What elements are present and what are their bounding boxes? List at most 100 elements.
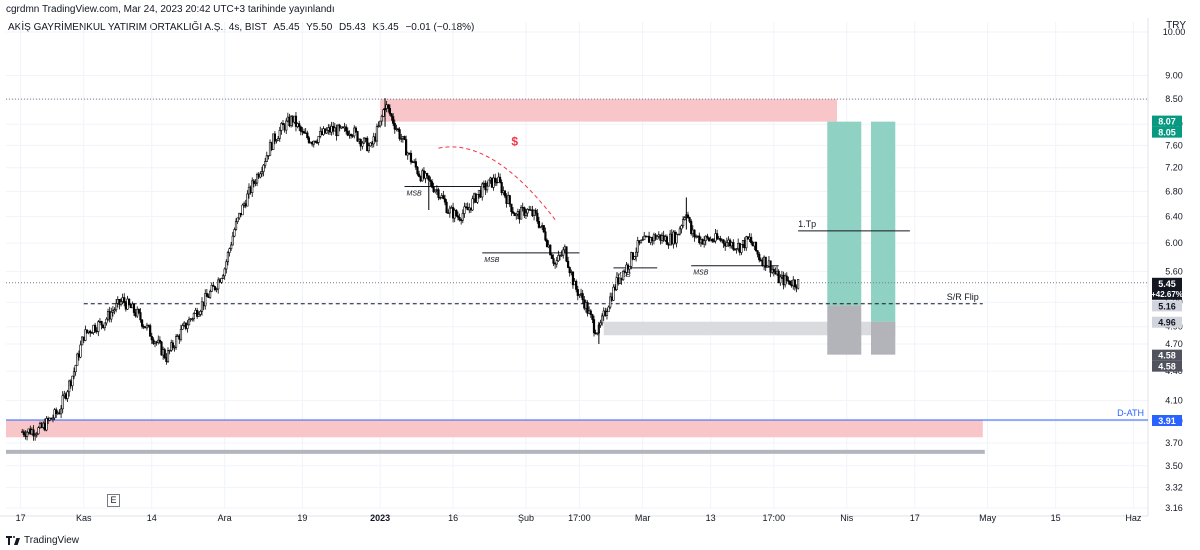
candle: [186, 320, 189, 333]
price-tick-label: 8.50: [1165, 94, 1183, 104]
time-tick-label: 15: [1051, 513, 1061, 523]
candle-body: [25, 431, 29, 437]
candle: [683, 216, 686, 221]
candle: [217, 277, 220, 294]
time-tick-label: Şub: [518, 513, 534, 523]
candle: [498, 173, 502, 184]
candle: [605, 308, 609, 320]
candle-body: [686, 214, 690, 218]
candle-body: [225, 261, 228, 270]
candle-body: [487, 179, 490, 187]
price-tick-label: 10.00: [1163, 27, 1186, 37]
candle-body: [758, 253, 761, 261]
candle-body: [398, 129, 401, 140]
candle: [722, 239, 725, 248]
candle-body: [278, 130, 281, 139]
earnings-marker[interactable]: E: [107, 494, 120, 507]
candles: [21, 100, 800, 441]
candle-body: [735, 248, 738, 250]
candle: [361, 141, 364, 150]
candle-body: [639, 240, 643, 244]
candle: [132, 303, 136, 316]
candle: [254, 179, 257, 187]
candle: [140, 319, 144, 329]
price-tick-label: 6.80: [1165, 186, 1183, 196]
candle: [589, 309, 592, 318]
candle-body: [396, 128, 400, 130]
candle-body: [90, 332, 93, 334]
candle-body: [35, 433, 38, 436]
candle: [215, 287, 218, 293]
candle: [45, 416, 48, 432]
candle: [609, 292, 612, 310]
candle-body: [612, 286, 615, 301]
candle: [163, 347, 166, 360]
candle-body: [716, 233, 719, 239]
candle: [393, 119, 396, 134]
currency-label[interactable]: TRY: [1166, 20, 1186, 31]
candle-body: [100, 320, 103, 326]
candle-body: [534, 210, 537, 214]
time-tick-label: May: [979, 513, 997, 523]
candle-body: [797, 279, 800, 289]
candle-body: [605, 311, 609, 316]
candle: [225, 259, 228, 274]
candle: [712, 238, 715, 243]
candle-body: [230, 244, 233, 250]
candle: [578, 294, 581, 298]
candle: [639, 239, 643, 244]
long-position-2: [871, 121, 896, 355]
price-label-box: [1152, 349, 1182, 361]
candle: [205, 288, 208, 297]
candle: [158, 336, 161, 344]
candle: [515, 212, 518, 220]
candle-body: [241, 204, 244, 216]
candle: [754, 241, 758, 252]
price-tick-label: 5.60: [1165, 267, 1183, 277]
candle-body: [204, 293, 207, 307]
candle-body: [427, 175, 430, 181]
candle-body: [298, 123, 301, 128]
candle: [725, 237, 728, 247]
candle: [390, 113, 393, 121]
candle-body: [213, 286, 217, 291]
candle-body: [445, 201, 448, 214]
candle-body: [113, 309, 116, 312]
candle: [345, 124, 348, 135]
candle: [779, 274, 782, 286]
candle-body: [61, 395, 64, 410]
candle-body: [307, 137, 311, 143]
candle-body: [251, 180, 254, 194]
candle-body: [280, 123, 283, 131]
candle: [439, 196, 442, 200]
candle: [471, 195, 474, 211]
candle-body: [589, 310, 592, 315]
candle-body: [179, 328, 183, 340]
candle-body: [403, 136, 406, 140]
candle: [539, 226, 542, 229]
candle-body: [635, 251, 638, 258]
candle: [113, 307, 116, 315]
candle-body: [66, 391, 69, 399]
candle-body: [105, 318, 108, 324]
symbol-name[interactable]: AKİŞ GAYRİMENKUL YATIRIM ORTAKLIĞI A.Ş.,…: [8, 22, 268, 33]
candle-body: [772, 269, 775, 272]
price-label-box: [1152, 277, 1182, 300]
candle-body: [387, 104, 390, 109]
candle: [688, 216, 691, 224]
candle-body: [236, 217, 239, 222]
candle: [571, 271, 575, 289]
candle-body: [273, 133, 276, 142]
candle: [641, 236, 644, 241]
candle-body: [37, 427, 40, 435]
candle-body: [299, 126, 302, 132]
price-tick-label: 6.40: [1165, 211, 1183, 221]
tradingview-brand[interactable]: TradingView: [6, 535, 79, 546]
candle: [302, 128, 306, 134]
candle: [764, 256, 767, 271]
candle-body: [215, 288, 218, 291]
candle-body: [607, 306, 610, 313]
candle: [448, 205, 451, 218]
candle-body: [158, 339, 161, 343]
